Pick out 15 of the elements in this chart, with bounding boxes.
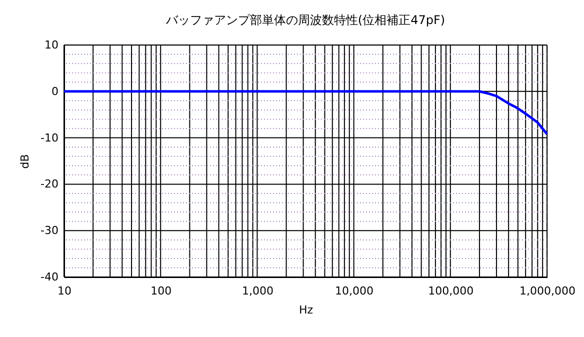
y-tick-label: -10 bbox=[40, 131, 58, 144]
x-tick-label: 1,000 bbox=[242, 284, 274, 298]
x-tick-label: 10,000 bbox=[335, 284, 374, 298]
y-tick-label: -40 bbox=[40, 270, 58, 284]
x-tick-label: 1,000,000 bbox=[520, 284, 576, 298]
y-tick-label: -30 bbox=[40, 224, 58, 238]
y-tick-label: 0 bbox=[52, 84, 58, 98]
chart-title: バッファアンプ部単体の周波数特性(位相補正47pF) bbox=[164, 13, 446, 27]
x-tick-label: 100,000 bbox=[428, 284, 474, 298]
y-axis-title: dB bbox=[18, 154, 32, 169]
x-axis-title: Hz bbox=[298, 304, 314, 316]
y-tick-label: 10 bbox=[44, 38, 58, 52]
x-tick-label: 100 bbox=[150, 284, 172, 298]
x-tick-label: 10 bbox=[58, 284, 72, 298]
y-tick-label: -20 bbox=[40, 178, 58, 191]
